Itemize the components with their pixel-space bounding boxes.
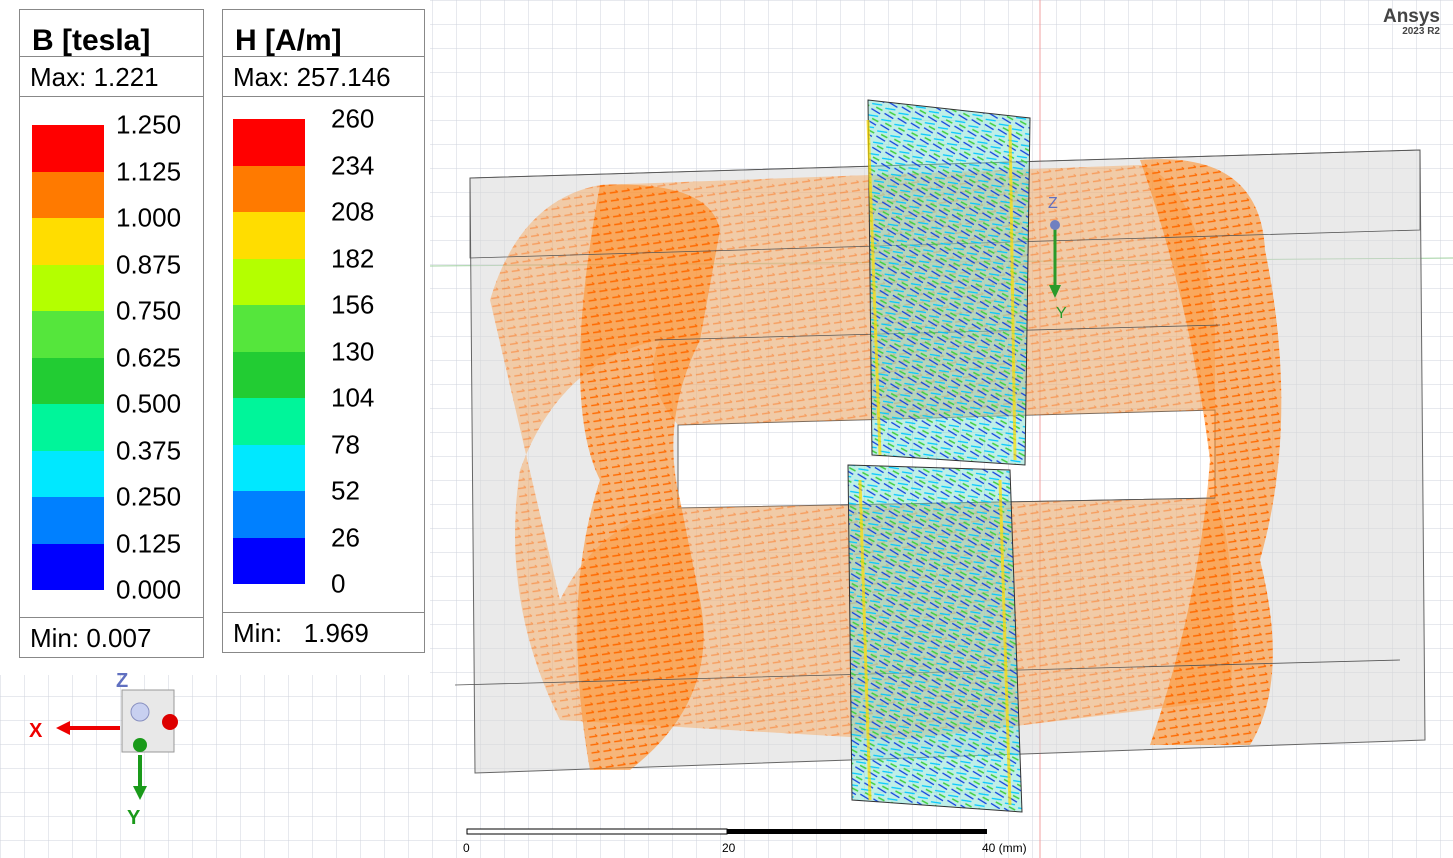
legend-level: 26 [331, 522, 360, 553]
legend-swatch [32, 265, 104, 312]
legend-level: 0.250 [116, 482, 181, 513]
legend-swatch [233, 166, 305, 213]
scale-label: 0 [463, 841, 470, 855]
legend-level: 0.500 [116, 389, 181, 420]
legend-swatch [233, 259, 305, 306]
background-grid [0, 675, 430, 858]
legend-swatch [32, 218, 104, 265]
model-triad-z-label: Z [1048, 195, 1058, 212]
legend-swatch [32, 544, 104, 591]
legend-swatch [233, 305, 305, 352]
model-triad-origin [1050, 220, 1060, 230]
legend-swatch [233, 119, 305, 166]
legend-level: 1.000 [116, 203, 181, 234]
legend-swatch [32, 358, 104, 405]
legend-swatch [32, 125, 104, 172]
legend-level: 78 [331, 429, 360, 460]
legend-level: 0.750 [116, 296, 181, 327]
legend-level: 130 [331, 336, 374, 367]
legend-level: 0.125 [116, 528, 181, 559]
scale-bar [467, 829, 727, 834]
viewport: Z Y X Y Z 0 20 40 (mm) Ansys 2023 R2 B [… [0, 0, 1453, 858]
legend-swatch [233, 491, 305, 538]
legend-level: 0.375 [116, 435, 181, 466]
scale-label: 20 [722, 841, 736, 855]
legend-level: 0.625 [116, 342, 181, 373]
triad-z-label: Z [116, 670, 128, 692]
legend-min: Min: 1.969 [223, 612, 424, 652]
legend-swatch [233, 445, 305, 492]
triad-sphere [133, 738, 147, 752]
triad-y-label: Y [127, 807, 141, 829]
scale-bar [727, 829, 987, 834]
coil [848, 465, 1022, 812]
legend-level: 156 [331, 290, 374, 321]
legend-swatch [233, 398, 305, 445]
legend-swatch [233, 538, 305, 585]
legend-swatch [32, 404, 104, 451]
logo-name: Ansys [1383, 6, 1440, 27]
legend-swatch [32, 497, 104, 544]
legend-swatch [32, 311, 104, 358]
triad-sphere [162, 714, 178, 730]
legend-swatch [233, 212, 305, 259]
legend-level: 1.250 [116, 110, 181, 141]
legend-title: B [tesla] [20, 10, 203, 57]
legend-level: 52 [331, 476, 360, 507]
legend-level: 0.875 [116, 249, 181, 280]
legend-level: 0 [331, 569, 345, 600]
legend-min: Min: 0.007 [20, 617, 203, 657]
legend-swatch [233, 352, 305, 399]
legend-swatch [32, 451, 104, 498]
legend-title: H [A/m] [223, 10, 424, 57]
legend-level: 182 [331, 243, 374, 274]
model-triad-y-label: Y [1056, 305, 1067, 322]
scene: Z Y X Y Z 0 20 40 (mm) Ansys 2023 R2 [0, 0, 1453, 858]
legend-level: 104 [331, 383, 374, 414]
legend: B [tesla]Max: 1.221 1.250 1.125 1.000 0.875 0… [19, 9, 204, 658]
legend-level: 260 [331, 104, 374, 135]
legend-max: Max: 257.146 [223, 57, 424, 97]
triad-x-label: X [29, 720, 43, 742]
coil [868, 100, 1030, 465]
legend-bar: 1.250 1.125 1.000 0.875 0.750 0.625 0.500 0.375… [20, 97, 203, 617]
legend-max: Max: 1.221 [20, 57, 203, 97]
scale-label: 40 (mm) [982, 841, 1027, 855]
legend-swatch [32, 172, 104, 219]
legend-level: 234 [331, 150, 374, 181]
legend-level: 208 [331, 197, 374, 228]
legend-level: 1.125 [116, 156, 181, 187]
logo-version: 2023 R2 [1402, 26, 1440, 37]
triad-sphere [131, 703, 149, 721]
legend-level: 0.000 [116, 575, 181, 606]
